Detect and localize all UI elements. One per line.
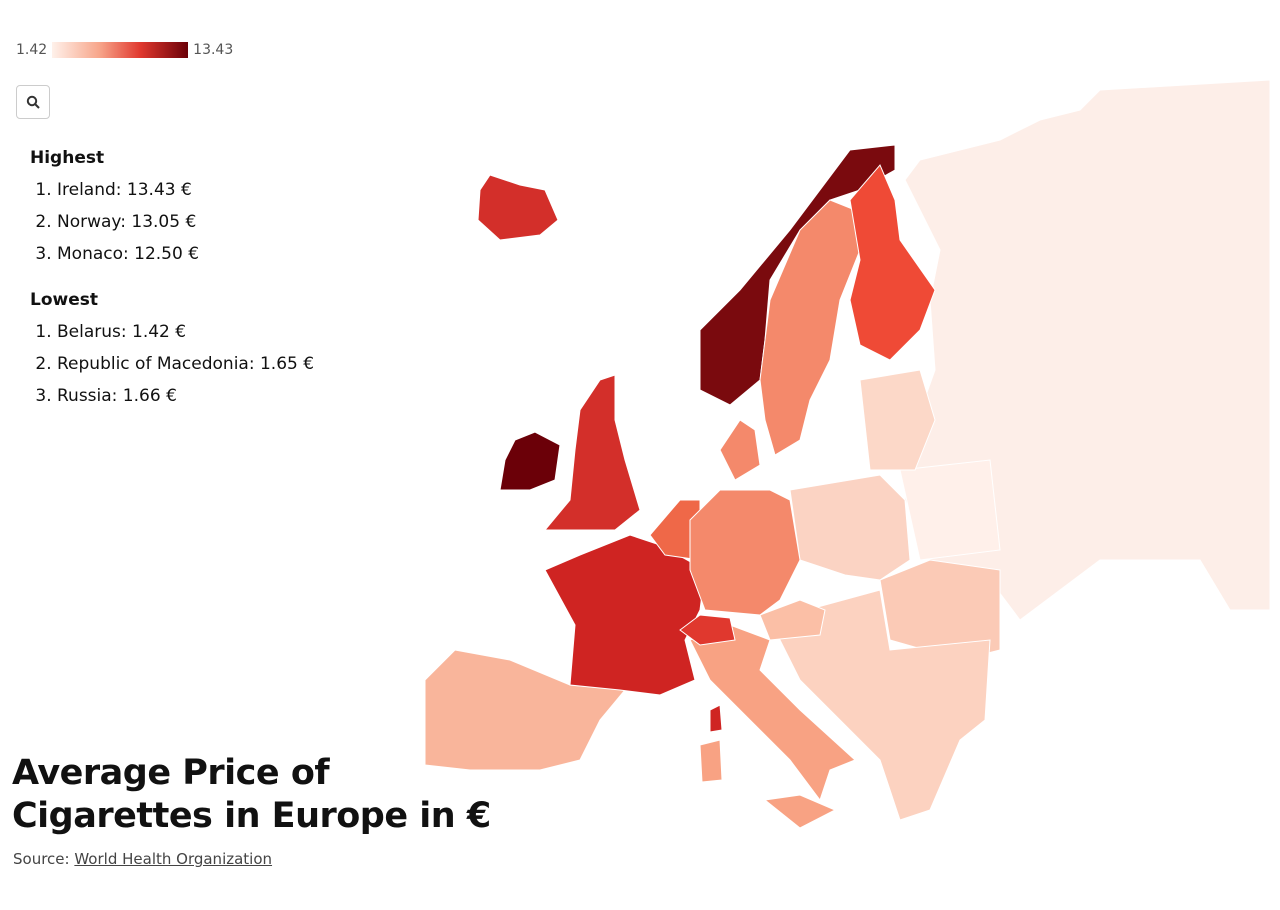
country [699,739,723,783]
map-title: Average Price of Cigarettes in Europe in … [12,752,491,838]
rankings: Highest Ireland: 13.43 €Norway: 13.05 €M… [30,148,314,432]
lowest-item: Russia: 1.66 € [57,380,314,412]
highest-item: Norway: 13.05 € [57,206,314,238]
search-button[interactable] [16,85,50,119]
lowest-item: Belarus: 1.42 € [57,316,314,348]
country [899,459,1001,561]
lowest-list: Belarus: 1.42 €Republic of Macedonia: 1.… [30,316,314,412]
title-line: Average Price of [12,753,330,793]
country [879,559,1001,661]
country [709,704,723,733]
source: Source: World Health Organization [13,850,272,868]
country [759,199,861,456]
country [689,624,856,802]
lowest-item: Republic of Macedonia: 1.65 € [57,348,314,380]
highest-list: Ireland: 13.43 €Norway: 13.05 €Monaco: 1… [30,174,314,270]
country [789,474,911,581]
country [544,534,706,696]
country [719,419,761,481]
country [477,174,559,241]
country [859,369,936,471]
legend-max: 13.43 [193,42,234,58]
highest-item: Ireland: 13.43 € [57,174,314,206]
country [849,164,936,361]
color-legend: 1.42 13.43 [16,42,233,58]
lowest-heading: Lowest [30,290,98,310]
country [499,431,561,491]
source-link[interactable]: World Health Organization [74,850,273,868]
highest-heading: Highest [30,148,105,168]
country [769,589,991,821]
country [759,599,826,641]
search-icon [26,95,40,109]
country [543,374,641,531]
country [679,614,736,646]
highest-item: Monaco: 12.50 € [57,238,314,270]
title-line: Cigarettes in Europe in € [12,796,491,836]
country [424,649,626,771]
country [763,794,837,829]
legend-gradient [52,42,189,58]
legend-min: 1.42 [16,42,48,58]
source-label: Source: [13,850,70,868]
country [689,489,801,616]
